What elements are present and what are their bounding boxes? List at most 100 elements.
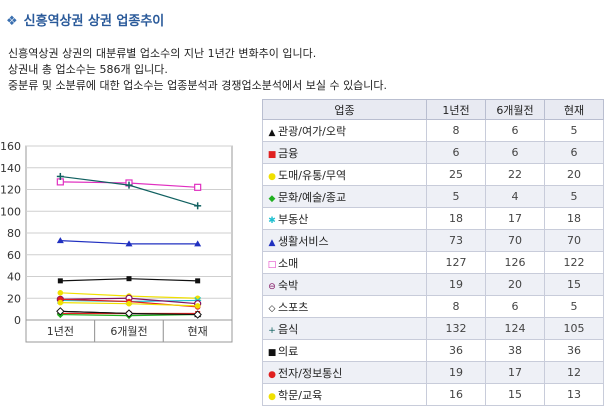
row-value: 22 <box>485 163 545 186</box>
category-cell <box>162 319 233 343</box>
y-tick-label: 60 <box>7 249 21 262</box>
x-tick-label: 현재 <box>188 325 208 338</box>
page-title-text: 신흥역상권 상권 업종추이 <box>23 14 165 29</box>
row-value: 12 <box>544 361 604 384</box>
series-marker-icon: ● <box>268 391 276 402</box>
row-value: 38 <box>485 339 545 362</box>
row-category-label: 금융 <box>278 146 299 160</box>
row-value: 4 <box>485 185 545 208</box>
row-value: 8 <box>426 295 486 318</box>
table-row: ● 도매/유통/무역 25 22 20 <box>262 163 604 186</box>
row-value: 36 <box>544 339 604 362</box>
description: 신흥역상권 상권의 대분류별 업소수의 지난 1년간 변화추이 입니다. 상권내… <box>8 46 387 94</box>
data-point <box>126 300 132 307</box>
row-category-name: ▲ 생활서비스 <box>262 229 427 252</box>
row-value: 19 <box>426 273 486 296</box>
row-category-name: ▲ 관광/여가/오락 <box>262 119 427 142</box>
row-value: 5 <box>544 119 604 142</box>
row-value: 5 <box>426 185 486 208</box>
table-header-row: 업종 1년전 6개월전 현재 <box>262 99 604 120</box>
data-point <box>193 310 202 319</box>
data-point <box>125 240 133 247</box>
row-value: 70 <box>544 229 604 252</box>
y-tick-label: 160 <box>0 140 21 153</box>
table-row: ■ 의료 36 38 36 <box>262 339 604 362</box>
row-value: 127 <box>426 251 486 274</box>
row-category-label: 문화/예술/종교 <box>278 190 347 204</box>
category-table: 업종 1년전 6개월전 현재 ▲ 관광/여가/오락 8 6 5 ■ 금융 6 6 6 ● 도매/유통/… <box>262 99 604 406</box>
row-value: 73 <box>426 229 486 252</box>
row-value: 6 <box>485 141 545 164</box>
trend-line-chart: 0 20 40 60 80 100 120 140 160 1년전 6개월전 현재 <box>0 140 233 343</box>
x-tick-label: 1년전 <box>47 325 74 338</box>
series-marker-icon: ● <box>268 369 276 380</box>
data-point <box>194 240 202 247</box>
table-row: ▲ 생활서비스 73 70 70 <box>262 229 604 252</box>
row-value: 6 <box>485 119 545 142</box>
data-point <box>195 278 201 284</box>
row-value: 25 <box>426 163 486 186</box>
row-category-name: ◆ 문화/예술/종교 <box>262 185 427 208</box>
row-category-label: 음식 <box>278 322 299 336</box>
series-marker-icon: □ <box>267 259 277 270</box>
row-category-name: ■ 금융 <box>262 141 427 164</box>
table-row: ■ 금융 6 6 6 <box>262 141 604 164</box>
table-row: ● 학문/교육 16 15 13 <box>262 383 604 406</box>
series-marker-icon: ■ <box>267 149 277 160</box>
row-value: 15 <box>485 383 545 406</box>
row-value: 122 <box>544 251 604 274</box>
row-value: 124 <box>485 317 545 340</box>
row-category-label: 부동산 <box>278 212 309 226</box>
row-category-label: 학문/교육 <box>278 388 323 402</box>
row-category-name: ✱ 부동산 <box>262 207 427 230</box>
y-tick-label: 0 <box>14 314 21 327</box>
x-tick-label: 6개월전 <box>110 325 147 338</box>
description-line-3: 중분류 및 소분류에 대한 업소수는 업종분석과 경쟁업소분석에서 보실 수 있… <box>8 79 388 92</box>
row-category-name: ■ 의료 <box>262 339 427 362</box>
description-line-1: 신흥역상권 상권의 대분류별 업소수의 지난 1년간 변화추이 입니다. <box>8 47 317 60</box>
row-value: 20 <box>544 163 604 186</box>
row-category-name: □ 소매 <box>262 251 427 274</box>
data-point <box>194 303 201 309</box>
row-value: 105 <box>544 317 604 340</box>
row-category-label: 생활서비스 <box>278 234 329 248</box>
y-tick-label: 100 <box>0 205 21 218</box>
series-marker-icon: ■ <box>267 347 277 358</box>
row-value: 6 <box>485 295 545 318</box>
y-tick-label: 20 <box>7 292 21 305</box>
row-category-name: ◇ 스포츠 <box>262 295 427 318</box>
row-category-label: 스포츠 <box>278 300 309 314</box>
row-value: 126 <box>485 251 545 274</box>
data-point <box>56 237 64 244</box>
table-row: + 음식 132 124 105 <box>262 317 604 340</box>
series-marker-icon: ▲ <box>268 127 276 138</box>
table-row: ⊖ 숙박 19 20 15 <box>262 273 604 296</box>
row-value: 6 <box>544 141 604 164</box>
row-value: 6 <box>426 141 486 164</box>
data-point <box>57 299 64 306</box>
row-value: 19 <box>426 361 486 384</box>
row-value: 17 <box>485 361 545 384</box>
row-value: 132 <box>426 317 486 340</box>
table-row: ◇ 스포츠 8 6 5 <box>262 295 604 318</box>
diamond-bullet-icon: ❖ <box>6 14 18 29</box>
row-category-label: 소매 <box>278 256 299 270</box>
row-value: 15 <box>544 273 604 296</box>
row-category-name: ● 도매/유통/무역 <box>262 163 427 186</box>
row-category-label: 의료 <box>278 344 299 358</box>
data-point <box>57 278 63 284</box>
row-value: 16 <box>426 383 486 406</box>
description-line-2: 상권내 총 업소수는 586개 입니다. <box>8 63 168 76</box>
data-point <box>56 307 65 316</box>
row-value: 5 <box>544 295 604 318</box>
table-row: ▲ 관광/여가/오락 8 6 5 <box>262 119 604 142</box>
header-1year: 1년전 <box>426 99 486 120</box>
series-marker-icon: ▲ <box>268 237 276 248</box>
table-row: ◆ 문화/예술/종교 5 4 5 <box>262 185 604 208</box>
table-row: □ 소매 127 126 122 <box>262 251 604 274</box>
data-point <box>194 183 202 191</box>
series-marker-icon: ◆ <box>268 193 276 204</box>
y-tick-label: 40 <box>7 271 21 284</box>
row-value: 8 <box>426 119 486 142</box>
data-point <box>124 309 134 318</box>
